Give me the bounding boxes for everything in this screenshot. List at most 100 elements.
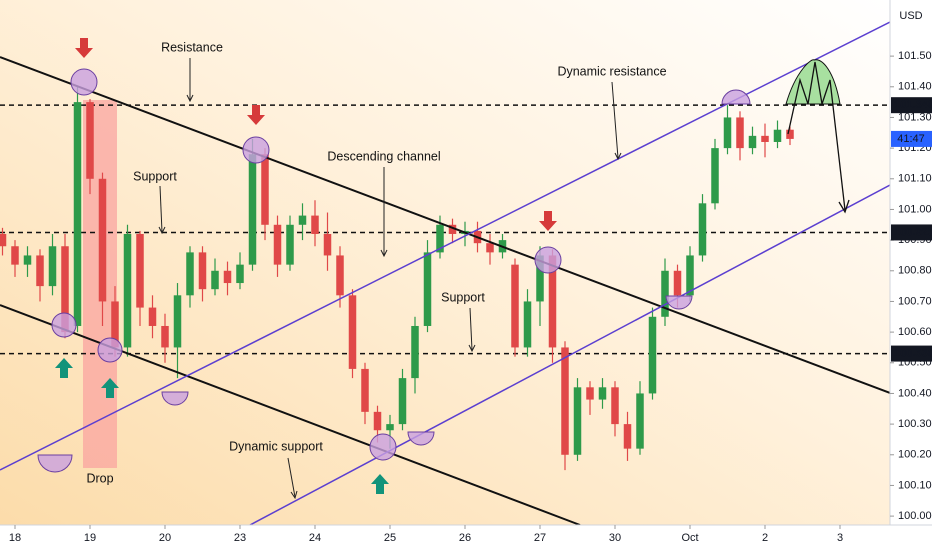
candle-body bbox=[198, 252, 207, 290]
drawings bbox=[0, 21, 891, 526]
touch-circle bbox=[534, 246, 562, 274]
x-tick-label: 3 bbox=[837, 532, 843, 544]
x-tick-label: 20 bbox=[159, 532, 171, 544]
annotation: Dynamic support bbox=[229, 439, 323, 453]
x-tick-label: 30 bbox=[609, 532, 621, 544]
x-tick-label: 2 bbox=[762, 532, 768, 544]
candle-body bbox=[298, 215, 307, 225]
half-circle bbox=[37, 454, 73, 473]
candle-body bbox=[123, 233, 132, 348]
dynamic-support-line bbox=[249, 184, 891, 526]
candle-body bbox=[711, 148, 719, 204]
candle-body bbox=[486, 243, 494, 253]
candle-body bbox=[736, 117, 744, 149]
candle-body bbox=[448, 224, 457, 234]
time-axis bbox=[0, 525, 890, 550]
x-tick-label: 23 bbox=[234, 532, 246, 544]
candle-body bbox=[548, 255, 557, 348]
arrow-head bbox=[838, 199, 850, 214]
candle-body bbox=[773, 129, 782, 142]
level-tag bbox=[891, 345, 932, 362]
y-tick-label: 101.500 bbox=[898, 50, 932, 62]
candle-body bbox=[111, 301, 119, 348]
candle-body bbox=[48, 246, 57, 287]
candle-body bbox=[636, 393, 644, 449]
touch-circle bbox=[242, 136, 270, 164]
plot-background bbox=[0, 0, 890, 525]
y-tick-label: 100.600 bbox=[898, 326, 932, 338]
candle-body bbox=[336, 255, 344, 296]
candle-body bbox=[511, 264, 519, 348]
y-tick-label: 101.300 bbox=[898, 111, 932, 123]
candle-body bbox=[286, 224, 294, 265]
candle-body bbox=[248, 154, 257, 265]
touch-circle bbox=[70, 68, 98, 96]
candle-body bbox=[786, 129, 794, 139]
annotation: Descending channel bbox=[327, 149, 440, 163]
candle-body bbox=[173, 295, 182, 348]
x-tick-label: 25 bbox=[384, 532, 396, 544]
half-circle bbox=[407, 431, 435, 446]
candle-body bbox=[561, 347, 569, 455]
annotation: Support bbox=[133, 169, 177, 183]
x-tick-label: 27 bbox=[534, 532, 546, 544]
projection-dome bbox=[785, 59, 841, 105]
candle-body bbox=[348, 295, 357, 369]
candle-body bbox=[11, 246, 19, 265]
candle-body bbox=[61, 246, 69, 333]
price-axis bbox=[890, 0, 932, 550]
level-label: 100.925 bbox=[894, 226, 932, 238]
y-tick-label: 100.200 bbox=[898, 449, 932, 461]
candle-body bbox=[211, 270, 219, 290]
candle-body bbox=[411, 325, 419, 379]
countdown-label: 41:47 bbox=[897, 133, 925, 145]
channel-bottom bbox=[0, 304, 581, 526]
candle-body bbox=[648, 316, 657, 394]
candle-body bbox=[423, 252, 432, 326]
countdown-tag bbox=[891, 130, 932, 147]
annotation: Resistance bbox=[161, 40, 223, 54]
candle-body bbox=[661, 270, 669, 317]
candle-body bbox=[536, 255, 544, 302]
candle-body bbox=[748, 135, 757, 149]
level-label: 100.530 bbox=[894, 347, 932, 359]
candle-body bbox=[623, 424, 632, 449]
candle-body bbox=[323, 233, 332, 256]
candle-body bbox=[698, 203, 707, 256]
candle-body bbox=[0, 233, 7, 247]
candle-body bbox=[236, 264, 244, 284]
touch-circle bbox=[369, 433, 397, 461]
candle-body bbox=[586, 387, 594, 400]
y-tick-label: 100.100 bbox=[898, 479, 932, 491]
y-tick-label: 101.000 bbox=[898, 203, 932, 215]
candle-body bbox=[186, 252, 194, 296]
annotation: Support bbox=[441, 290, 485, 304]
candle-body bbox=[673, 270, 682, 296]
candle-body bbox=[373, 411, 382, 431]
y-tick-label: 101.100 bbox=[898, 173, 932, 185]
channel-top bbox=[0, 56, 891, 394]
level-label: 101.340 bbox=[894, 99, 932, 111]
touch-circle bbox=[97, 337, 123, 363]
candle-body bbox=[73, 102, 82, 326]
y-tick-label: 100.800 bbox=[898, 265, 932, 277]
projection-path bbox=[787, 61, 846, 211]
candle-body bbox=[611, 387, 619, 425]
candle-body bbox=[311, 215, 319, 234]
candle-body bbox=[761, 135, 769, 142]
candle-body bbox=[86, 102, 94, 179]
candle-body bbox=[98, 178, 107, 302]
candle-body bbox=[23, 255, 32, 265]
annotation: Dynamic resistance bbox=[557, 64, 666, 78]
candle-body bbox=[148, 307, 157, 326]
annotation: Drop bbox=[86, 471, 113, 485]
candle-body bbox=[686, 255, 694, 296]
half-circle bbox=[721, 89, 751, 105]
y-tick-label: 100.400 bbox=[898, 387, 932, 399]
candle-body bbox=[136, 233, 144, 308]
y-tick-label: 100.700 bbox=[898, 295, 932, 307]
y-tick-label: 101.400 bbox=[898, 81, 932, 93]
candle-body bbox=[523, 301, 532, 348]
touch-circle bbox=[51, 312, 77, 338]
half-circle bbox=[665, 295, 693, 310]
